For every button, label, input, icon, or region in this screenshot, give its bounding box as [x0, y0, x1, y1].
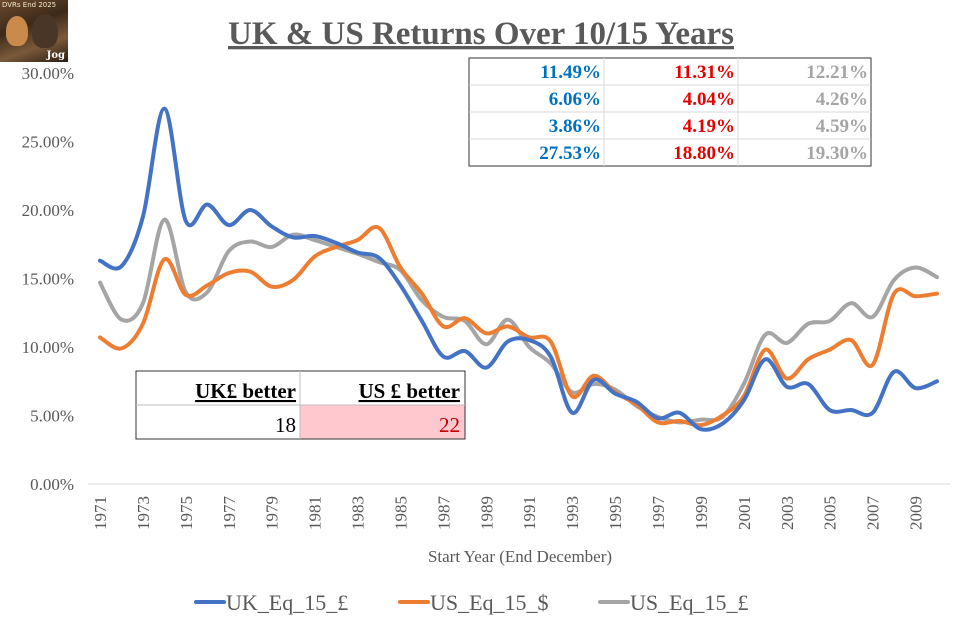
x-tick-label: 1987: [434, 496, 453, 531]
stats-cell: 4.19%: [683, 116, 735, 137]
x-tick-label: 2003: [778, 496, 797, 530]
series-lines: [98, 106, 939, 432]
legend-label: UK_Eq_15_£: [226, 590, 348, 615]
comparison-table: UK£ better US £ better 18 22: [135, 370, 466, 440]
y-tick-label: 30.00%: [22, 64, 74, 83]
x-tick-label: 2007: [864, 496, 883, 531]
x-tick-label: 1985: [391, 496, 410, 530]
x-tick-label: 1983: [349, 496, 368, 530]
logo-caption: DVRs End 2025: [2, 1, 57, 9]
x-tick-label: 2001: [735, 496, 754, 530]
x-axis-ticks: 1971 1973 1975 1977 1979 1981 1983 1985 1987 1989…: [91, 496, 926, 531]
y-tick-label: 0.00%: [30, 475, 74, 494]
x-tick-label: 1977: [220, 496, 239, 531]
us-better-highlight: [300, 405, 465, 439]
stats-cell: 4.59%: [816, 116, 868, 137]
x-tick-label: 1975: [177, 496, 196, 530]
x-axis-label: Start Year (End December): [428, 547, 612, 566]
us-better-header: US £ better: [359, 379, 460, 403]
legend-label: US_Eq_15_£: [630, 590, 749, 615]
us-better-count: 22: [439, 413, 460, 437]
stats-cell: 19.30%: [806, 143, 868, 164]
logo: DVRs End 2025 Jog: [0, 0, 68, 62]
x-tick-label: 1993: [563, 496, 582, 530]
stats-table: 11.49% 11.31% 12.21% 6.06% 4.04% 4.26% 3.86% 4.…: [468, 57, 872, 167]
stats-cell: 12.21%: [806, 62, 868, 83]
y-tick-label: 5.00%: [30, 407, 74, 426]
logo-signature: Jog: [46, 50, 65, 61]
stats-cell: 11.31%: [674, 62, 735, 83]
series-line-1: [98, 224, 939, 428]
chart-title: UK & US Returns Over 10/15 Years: [228, 16, 734, 52]
y-tick-label: 10.00%: [22, 338, 74, 357]
stats-cell: 11.49%: [540, 62, 601, 83]
x-tick-label: 1995: [606, 496, 625, 530]
stats-cell: 18.80%: [673, 143, 735, 164]
y-tick-label: 15.00%: [22, 270, 74, 289]
uk-better-header: UK£ better: [195, 379, 296, 403]
y-tick-label: 20.00%: [22, 201, 74, 220]
logo-bear-left: [6, 16, 28, 46]
x-tick-label: 1971: [91, 496, 110, 530]
x-tick-label: 1989: [477, 496, 496, 530]
y-tick-label: 25.00%: [22, 133, 74, 152]
stats-cell: 3.86%: [549, 116, 601, 137]
stats-cell: 6.06%: [549, 89, 601, 110]
x-tick-label: 1997: [649, 496, 668, 531]
legend-label: US_Eq_15_$: [430, 590, 549, 615]
series-line-2: [98, 217, 939, 425]
x-tick-label: 1979: [263, 496, 282, 530]
stats-cell: 4.26%: [816, 89, 868, 110]
x-tick-label: 2005: [821, 496, 840, 530]
y-axis-ticks: 0.00% 5.00% 10.00% 15.00% 20.00% 25.00% 30.00%: [22, 64, 74, 494]
logo-bear-right: [32, 14, 58, 48]
legend: UK_Eq_15_£ US_Eq_15_$ US_Eq_15_£: [194, 590, 749, 615]
x-tick-label: 1999: [692, 496, 711, 530]
series-line-0: [98, 106, 939, 432]
x-tick-label: 2009: [907, 496, 926, 530]
stats-cell: 4.04%: [683, 89, 735, 110]
stats-cell: 27.53%: [539, 143, 601, 164]
x-tick-label: 1981: [306, 496, 325, 530]
x-tick-label: 1973: [134, 496, 153, 530]
x-tick-label: 1991: [520, 496, 539, 530]
uk-better-count: 18: [275, 413, 296, 437]
